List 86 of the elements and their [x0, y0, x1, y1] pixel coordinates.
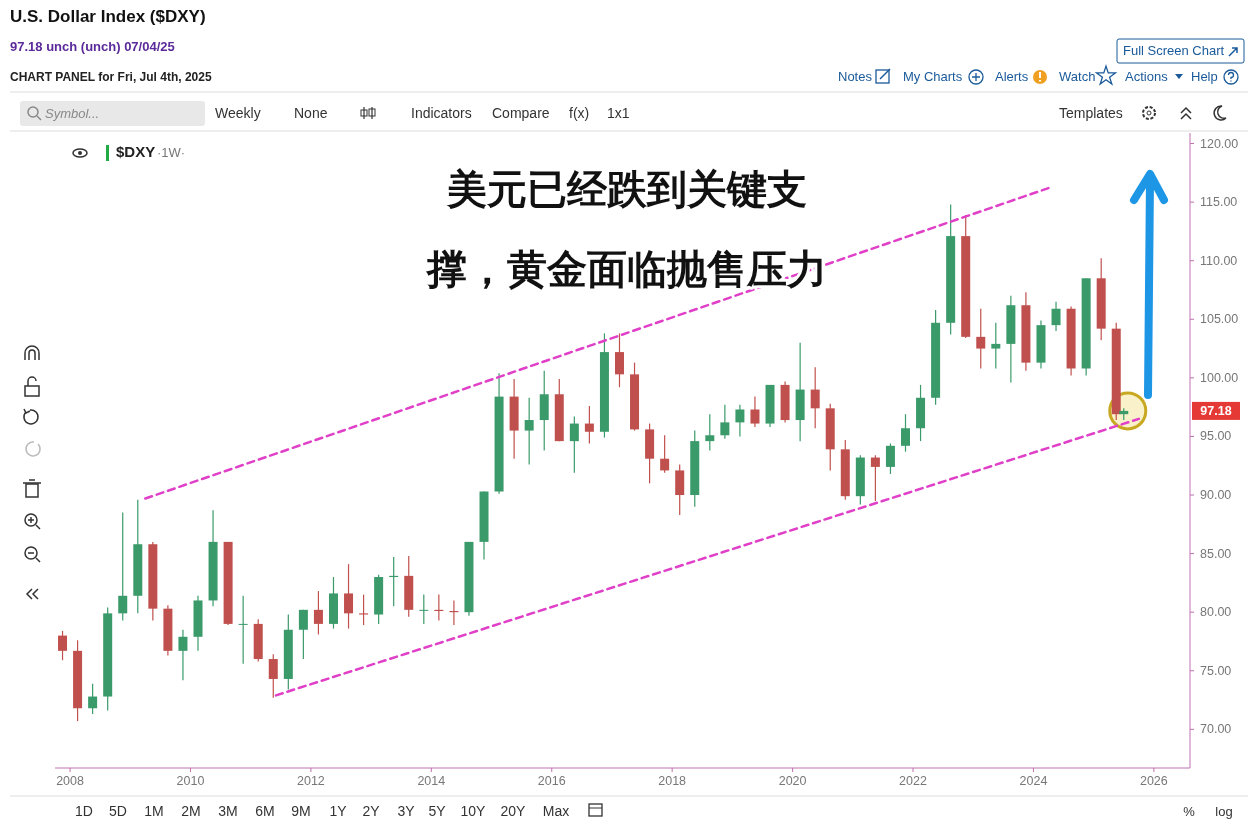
candlestick: [584, 405, 594, 445]
y-tick-label: 100.00: [1200, 370, 1239, 385]
candlestick: [118, 511, 128, 621]
text: CHART PANEL for Fri, Jul 4th, 2025: [10, 70, 212, 84]
text: Watch: [1059, 69, 1096, 84]
candlestick: [238, 595, 248, 665]
y-tick-label: 105.00: [1200, 312, 1239, 327]
text: 97.18: [1200, 404, 1232, 419]
candlestick: [88, 683, 98, 715]
text: 6M: [255, 803, 275, 819]
text: Help: [1191, 69, 1218, 84]
text: %: [1183, 804, 1196, 819]
x-tick-label: 2018: [658, 774, 687, 788]
candlestick: [750, 396, 760, 428]
x-tick-label: 2020: [778, 774, 807, 788]
candlestick: [885, 442, 895, 475]
text: log: [1215, 804, 1233, 819]
text: 1Y: [329, 803, 348, 819]
text: Weekly: [215, 105, 261, 121]
text: 3Y: [397, 803, 416, 819]
candlestick: [419, 594, 429, 625]
text: Full Screen Chart: [1123, 43, 1225, 58]
chart-title: U.S. Dollar Index ($DXY): [10, 7, 206, 26]
text: Indicators: [411, 105, 472, 121]
text: None: [294, 105, 328, 121]
candlestick: [901, 413, 910, 453]
text: My Charts: [903, 69, 963, 84]
y-tick-label: 110.00: [1200, 253, 1238, 268]
text: Symbol...: [45, 106, 100, 121]
text: f(x): [569, 105, 590, 121]
text: Compare: [492, 105, 550, 121]
x-tick-label: 2014: [417, 774, 446, 788]
candlestick: [991, 322, 1001, 370]
candlestick: [178, 629, 188, 681]
y-tick-label: 70.00: [1200, 722, 1232, 737]
y-tick-label: 85.00: [1200, 546, 1232, 561]
candlestick: [569, 415, 579, 474]
annotation: ·1W·: [157, 145, 186, 160]
y-tick-label: 75.00: [1200, 663, 1232, 678]
candlestick: [268, 653, 278, 699]
candlestick: [298, 609, 308, 660]
text: 1M: [144, 803, 164, 819]
text: Templates: [1059, 105, 1123, 121]
text: 1x1: [607, 105, 630, 121]
x-tick-label: 2010: [176, 774, 205, 788]
annotation: $DXY: [116, 143, 156, 160]
text: 5Y: [428, 803, 447, 819]
text: 9M: [291, 803, 311, 819]
y-tick-label: 120.00: [1200, 136, 1239, 151]
text: Max: [542, 803, 570, 819]
annotation: 美元已经跌到关键支: [446, 166, 807, 212]
candlestick: [313, 590, 323, 636]
candlestick: [705, 413, 715, 452]
candlestick: [1051, 301, 1061, 332]
text: 20Y: [500, 803, 527, 819]
candlestick: [359, 594, 369, 626]
y-tick-label: 90.00: [1200, 488, 1232, 503]
text: 5D: [109, 803, 127, 819]
x-tick-label: 2016: [537, 774, 566, 788]
x-tick-label: 2022: [899, 774, 927, 788]
candlestick: [58, 630, 68, 661]
candlestick: [524, 397, 534, 466]
x-tick-label: 2008: [56, 774, 84, 788]
text: 10Y: [460, 803, 487, 819]
x-tick-label: 2026: [1139, 774, 1168, 788]
text: 2M: [181, 803, 201, 819]
candlestick: [660, 434, 670, 474]
x-tick-label: 2012: [297, 774, 325, 788]
y-tick-label: 115.00: [1200, 195, 1238, 210]
candlestick: [870, 454, 880, 502]
text: 2Y: [362, 803, 381, 819]
candlestick: [344, 563, 354, 630]
text: 1D: [75, 803, 93, 819]
chart-subtitle: 97.18 unch (unch) 07/04/25: [10, 39, 175, 54]
candlestick: [614, 332, 624, 388]
text: Notes: [838, 69, 873, 84]
y-tick-label: 95.00: [1200, 429, 1232, 444]
text: Alerts: [995, 69, 1029, 84]
candlestick: [735, 404, 745, 438]
x-tick-label: 2024: [1019, 774, 1048, 788]
text: Actions: [1125, 69, 1169, 84]
candlestick: [976, 308, 986, 370]
text: 3M: [218, 803, 238, 819]
candlestick: [720, 404, 730, 440]
y-tick-label: 80.00: [1200, 605, 1232, 620]
candlestick: [810, 366, 820, 429]
